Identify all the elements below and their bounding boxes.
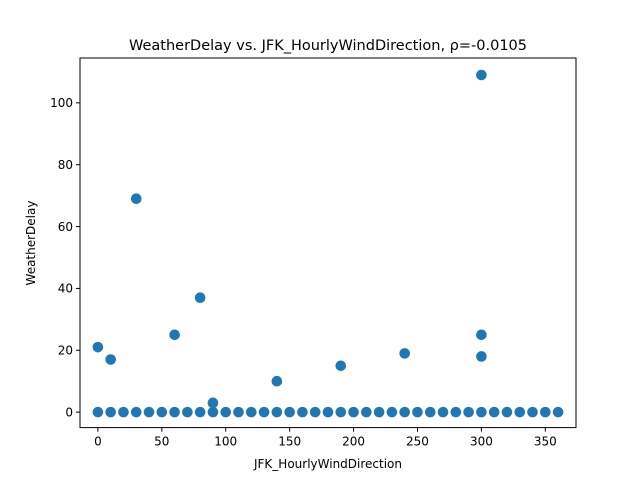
data-point-15 xyxy=(284,406,295,418)
x-tick-label-6: 300 xyxy=(470,435,493,449)
data-point-22 xyxy=(373,406,385,418)
data-point-10 xyxy=(220,406,232,418)
data-point-38 xyxy=(105,354,116,365)
data-point-7 xyxy=(182,406,193,418)
data-point-35 xyxy=(540,406,551,418)
data-point-16 xyxy=(297,406,308,418)
y-axis-title: WeatherDelay xyxy=(24,201,38,286)
data-point-46 xyxy=(476,69,487,81)
data-point-13 xyxy=(258,406,270,418)
data-point-40 xyxy=(169,329,180,341)
data-point-44 xyxy=(335,360,347,372)
x-tick-label-0: 0 xyxy=(94,435,102,449)
data-point-29 xyxy=(463,406,474,418)
x-tick-label-3: 150 xyxy=(278,435,301,449)
data-point-42 xyxy=(207,397,219,409)
data-point-47 xyxy=(476,329,487,341)
data-point-21 xyxy=(361,406,372,418)
data-point-36 xyxy=(552,406,564,418)
y-tick-label-2: 40 xyxy=(58,282,73,296)
data-point-0 xyxy=(92,406,104,418)
y-axis-ticks: 0 20 40 60 80 100 xyxy=(50,96,80,419)
x-tick-label-2: 100 xyxy=(214,435,237,449)
y-tick-label-5: 100 xyxy=(50,96,73,110)
data-point-17 xyxy=(309,406,321,418)
chart-title: WeatherDelay vs. JFK_HourlyWindDirection… xyxy=(129,38,527,54)
data-point-14 xyxy=(271,406,283,418)
data-point-18 xyxy=(322,406,334,418)
x-tick-label-5: 250 xyxy=(406,435,429,449)
data-point-31 xyxy=(488,406,500,418)
data-point-41 xyxy=(194,292,206,303)
data-point-30 xyxy=(476,406,487,418)
y-tick-label-0: 0 xyxy=(65,405,73,419)
x-axis-title: JFK_HourlyWindDirection xyxy=(253,457,402,471)
data-point-12 xyxy=(245,406,257,418)
data-point-45 xyxy=(399,348,411,359)
data-point-3 xyxy=(130,406,142,418)
x-tick-label-1: 50 xyxy=(154,435,169,449)
data-point-2 xyxy=(118,406,129,418)
plot-frame xyxy=(79,57,577,429)
data-point-25 xyxy=(412,406,423,418)
data-point-4 xyxy=(143,406,155,418)
data-point-37 xyxy=(92,341,104,353)
data-point-24 xyxy=(399,406,411,418)
data-point-9 xyxy=(207,406,219,418)
data-point-8 xyxy=(194,406,206,418)
data-point-11 xyxy=(233,406,244,418)
data-point-23 xyxy=(386,406,398,418)
data-point-39 xyxy=(130,193,142,205)
data-point-34 xyxy=(527,406,538,418)
data-point-20 xyxy=(348,406,359,418)
x-tick-label-7: 350 xyxy=(534,435,557,449)
data-point-27 xyxy=(437,406,449,418)
points-layer xyxy=(92,69,564,418)
data-point-6 xyxy=(169,406,180,418)
data-point-28 xyxy=(450,406,462,418)
data-point-19 xyxy=(335,406,347,418)
data-point-33 xyxy=(514,406,526,418)
data-point-26 xyxy=(424,406,436,418)
y-tick-label-4: 80 xyxy=(58,158,73,172)
data-point-48 xyxy=(476,351,487,362)
data-point-1 xyxy=(105,406,116,418)
data-point-32 xyxy=(501,406,513,418)
y-tick-label-1: 20 xyxy=(58,344,73,358)
x-tick-label-4: 200 xyxy=(342,435,365,449)
x-axis-ticks: 0 50 100 150 200 250 300 350 xyxy=(94,427,557,449)
data-point-43 xyxy=(271,375,283,387)
y-tick-label-3: 60 xyxy=(58,220,73,234)
data-point-5 xyxy=(156,406,168,418)
